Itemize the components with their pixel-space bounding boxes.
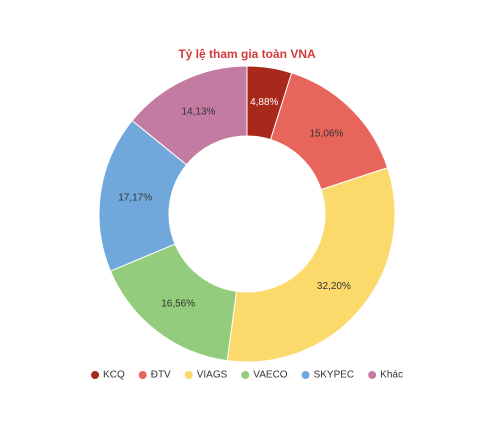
slice xyxy=(131,65,248,166)
data-label: 15,06% xyxy=(309,128,343,139)
legend-marker xyxy=(368,371,377,379)
legend-marker xyxy=(184,371,193,379)
legend-label: VAECO xyxy=(253,370,287,381)
legend-label: ĐTV xyxy=(151,370,171,381)
data-label: 17,17% xyxy=(118,192,152,203)
data-label: 32,20% xyxy=(317,281,351,292)
slice xyxy=(226,167,396,363)
data-label: 16,56% xyxy=(161,298,195,309)
legend-label: Khác xyxy=(380,370,403,381)
legend-label: KCQ xyxy=(103,370,125,381)
legend-marker xyxy=(91,371,100,379)
legend-marker xyxy=(241,371,250,379)
legend-marker xyxy=(138,371,147,379)
data-label: 14,13% xyxy=(182,107,216,118)
chart-title: Tỷ lệ tham gia toàn VNA xyxy=(178,47,316,61)
legend-label: VIAGS xyxy=(197,370,228,381)
legend-label: SKYPEC xyxy=(314,370,355,381)
legend-marker xyxy=(301,371,310,379)
data-label: 4,88% xyxy=(250,97,278,108)
